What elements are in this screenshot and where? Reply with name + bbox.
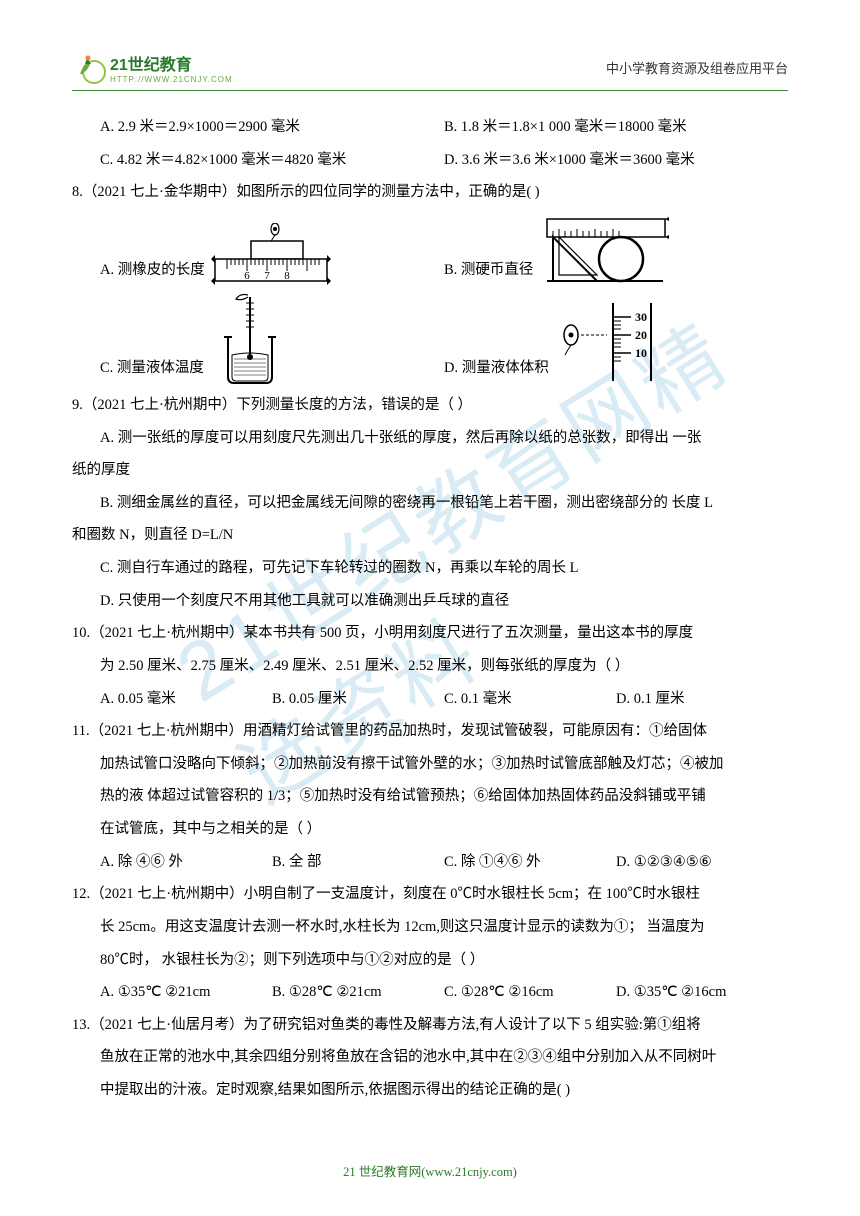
q8-optC-label: C. 测量液体温度	[100, 352, 204, 385]
logo-text-cn: 21世纪教育	[110, 51, 233, 75]
logo: 21世纪教育 HTTP://WWW.21CNJY.COM	[72, 50, 233, 84]
svg-text:7: 7	[264, 270, 270, 282]
q12-options: A. ①35℃ ②21cm B. ①28℃ ②21cm C. ①28℃ ②16c…	[72, 976, 788, 1009]
q8-optA-label: A. 测橡皮的长度	[100, 254, 205, 287]
svg-text:10: 10	[635, 346, 647, 360]
q12-optB: B. ①28℃ ②21cm	[272, 976, 444, 1009]
q11-l1: 11.（2021 七上·杭州期中）用酒精灯给试管里的药品加热时，发现试管破裂，可…	[72, 715, 788, 748]
q10-optD: D. 0.1 厘米	[616, 683, 788, 716]
q12-l1: 12.（2021 七上·杭州期中）小明自制了一支温度计，刻度在 0℃时水银柱长 …	[72, 878, 788, 911]
q10-optC: C. 0.1 毫米	[444, 683, 616, 716]
q12-optA: A. ①35℃ ②21cm	[100, 976, 272, 1009]
q8-stem: 8.（2021 七上·金华期中）如图所示的四位同学的测量方法中，正确的是( )	[72, 176, 788, 209]
q9-optA-l2: 纸的厚度	[72, 454, 788, 487]
q12-optD: D. ①35℃ ②16cm	[616, 976, 788, 1009]
q13-l3: 中提取出的汁液。定时观察,结果如图所示,依据图示得出的结论正确的是( )	[72, 1074, 788, 1107]
q11-l2: 加热试管口没略向下倾斜；②加热前没有擦干试管外壁的水；③加热时试管底部触及灯芯；…	[72, 748, 788, 781]
q8-optB-label: B. 测硬币直径	[444, 254, 533, 287]
q7-options-row2: C. 4.82 米＝4.82×1000 毫米＝4820 毫米 D. 3.6 米＝…	[72, 144, 788, 177]
q11-l3: 热的液 体超过试管容积的 1/3；⑤加热时没有给试管预热；⑥给固体加热固体药品没…	[72, 780, 788, 813]
q7-optC: C. 4.82 米＝4.82×1000 毫米＝4820 毫米	[100, 144, 444, 177]
q13-l1: 13.（2021 七上·仙居月考）为了研究铝对鱼类的毒性及解毒方法,有人设计了以…	[72, 1009, 788, 1042]
q7-options-row1: A. 2.9 米＝2.9×1000＝2900 毫米 B. 1.8 米＝1.8×1…	[72, 111, 788, 144]
q9-stem: 9.（2021 七上·杭州期中）下列测量长度的方法，错误的是（ ）	[72, 389, 788, 422]
logo-text-en: HTTP://WWW.21CNJY.COM	[110, 75, 233, 84]
q12-l2: 长 25cm。用这支温度计去测一杯水时,水柱长为 12cm,则这只温度计显示的读…	[72, 911, 788, 944]
q7-optD: D. 3.6 米＝3.6 米×1000 毫米＝3600 毫米	[444, 144, 788, 177]
q11-optB: B. 全 部	[272, 846, 444, 879]
q9-optC: C. 测自行车通过的路程，可先记下车轮转过的圈数 N，再乘以车轮的周长 L	[72, 552, 788, 585]
q11-l4: 在试管底，其中与之相关的是（ ）	[72, 813, 788, 846]
q10-l1: 10.（2021 七上·杭州期中）某本书共有 500 页，小明用刻度尺进行了五次…	[72, 617, 788, 650]
cylinder-figure-icon: 30 20 10	[555, 299, 665, 385]
q7-optB: B. 1.8 米＝1.8×1 000 毫米＝18000 毫米	[444, 111, 788, 144]
q10-optA: A. 0.05 毫米	[100, 683, 272, 716]
q13-l2: 鱼放在正常的池水中,其余四组分别将鱼放在含铝的池水中,其中在②③④组中分别加入从…	[72, 1041, 788, 1074]
logo-icon	[72, 50, 106, 84]
q9-optD: D. 只使用一个刻度尺不用其他工具就可以准确测出乒乓球的直径	[72, 585, 788, 618]
q11-optC: C. 除 ①④⑥ 外	[444, 846, 616, 879]
ruler-figure-icon: 6 7 8	[211, 223, 331, 287]
q7-optA: A. 2.9 米＝2.9×1000＝2900 毫米	[100, 111, 444, 144]
q12-optC: C. ①28℃ ②16cm	[444, 976, 616, 1009]
triangle-coin-figure-icon	[539, 215, 669, 287]
q8-optD-label: D. 测量液体体积	[444, 352, 549, 385]
q10-l2: 为 2.50 厘米、2.75 厘米、2.49 厘米、2.51 厘米、2.52 厘…	[72, 650, 788, 683]
q11-optD: D. ①②③④⑤⑥	[616, 846, 788, 879]
svg-text:30: 30	[635, 310, 647, 324]
svg-text:6: 6	[244, 270, 250, 282]
svg-text:8: 8	[284, 270, 290, 282]
svg-text:20: 20	[635, 328, 647, 342]
q9-optA-l1: A. 测一张纸的厚度可以用刻度尺先测出几十张纸的厚度，然后再除以纸的总张数，即得…	[72, 422, 788, 455]
q8-fig-row2: C. 测量液体温度	[72, 293, 788, 385]
q10-options: A. 0.05 毫米 B. 0.05 厘米 C. 0.1 毫米 D. 0.1 厘…	[72, 683, 788, 716]
q11-options: A. 除 ④⑥ 外 B. 全 部 C. 除 ①④⑥ 外 D. ①②③④⑤⑥	[72, 846, 788, 879]
q9-optB-l2: 和圈数 N，则直径 D=L/N	[72, 519, 788, 552]
q10-optB: B. 0.05 厘米	[272, 683, 444, 716]
header-right-text: 中小学教育资源及组卷应用平台	[606, 58, 788, 77]
q8-fig-row1: A. 测橡皮的长度	[72, 215, 788, 287]
q9-optB-l1: B. 测细金属丝的直径，可以把金属线无间隙的密绕再一根铅笔上若干圈，测出密绕部分…	[72, 487, 788, 520]
page-header: 21世纪教育 HTTP://WWW.21CNJY.COM 中小学教育资源及组卷应…	[72, 50, 788, 91]
q11-optA: A. 除 ④⑥ 外	[100, 846, 272, 879]
page-footer: 21 世纪教育网(www.21cnjy.com)	[0, 1161, 860, 1180]
q12-l3: 80℃时， 水银柱长为②；则下列选项中与①②对应的是（ ）	[72, 944, 788, 977]
thermometer-figure-icon	[210, 293, 290, 385]
